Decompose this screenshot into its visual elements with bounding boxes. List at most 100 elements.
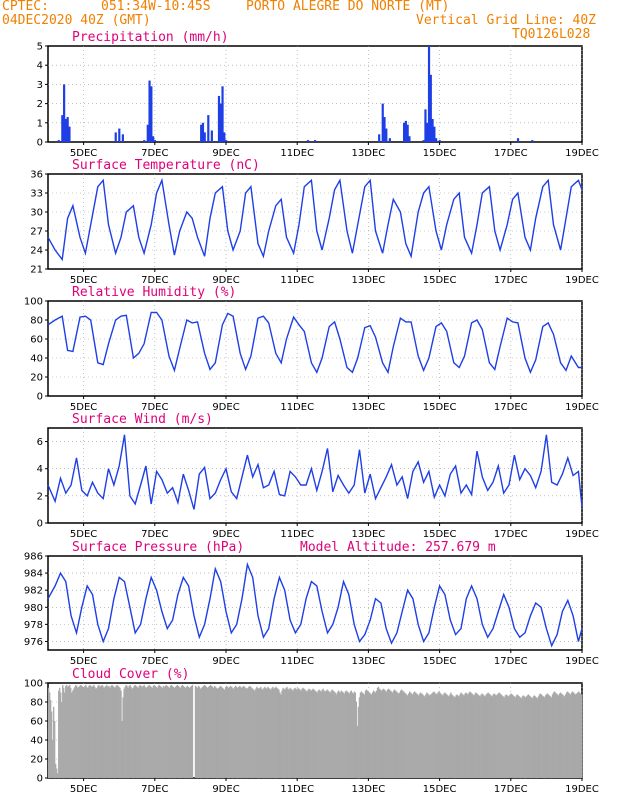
panel-title: Surface Pressure (hPa)	[72, 540, 244, 555]
header-run: 04DEC2020 40Z (GMT)	[2, 13, 151, 28]
cloud-bar	[415, 692, 417, 778]
cloud-bar	[203, 684, 206, 778]
cloud-bar	[528, 695, 531, 778]
cloud-bar	[223, 689, 226, 778]
cloud-bar	[478, 695, 480, 778]
cloud-bar	[565, 692, 568, 778]
x-tick-label: 7DEC	[141, 148, 168, 159]
cloud-bar	[272, 686, 274, 778]
x-tick-label: 7DEC	[141, 402, 168, 413]
cloud-bar	[347, 692, 349, 778]
cloud-bar	[566, 691, 569, 778]
y-tick-label: 80	[30, 316, 43, 327]
cloud-bar	[183, 686, 186, 778]
x-tick-label: 5DEC	[70, 656, 97, 667]
precip-bar	[148, 80, 151, 142]
cloud-bar	[410, 692, 412, 778]
cloud-bar	[127, 687, 129, 779]
cloud-bar	[260, 686, 262, 778]
cloud-bar	[65, 685, 67, 778]
cloud-bar	[518, 696, 520, 778]
cloud-bar	[420, 692, 422, 778]
cloud-bar	[111, 684, 113, 778]
cloud-bar	[554, 692, 557, 778]
y-tick-label: 5	[37, 42, 43, 53]
cloud-bar	[172, 686, 175, 778]
cloud-bar	[274, 687, 276, 779]
cloud-bar	[376, 687, 379, 779]
cloud-bar	[498, 692, 500, 778]
cloud-bar	[438, 691, 440, 778]
y-tick-label: 4	[37, 61, 43, 72]
x-tick-label: 5DEC	[70, 529, 97, 540]
y-tick-label: 982	[24, 586, 43, 597]
series-line	[47, 434, 583, 510]
cloud-bar	[319, 690, 321, 778]
cloud-bar	[161, 687, 163, 779]
cloud-bar	[571, 691, 574, 778]
y-tick-label: 80	[30, 698, 43, 709]
cloud-bar	[452, 695, 454, 778]
cloud-bar	[406, 694, 408, 778]
cloud-bar	[93, 684, 95, 778]
cloud-bar	[297, 687, 299, 779]
cloud-bar	[422, 694, 424, 778]
cloud-bar	[389, 690, 392, 778]
x-tick-label: 11DEC	[280, 529, 314, 540]
cloud-bar	[129, 684, 131, 778]
cloud-bar	[244, 686, 246, 778]
cloud-bar	[427, 693, 429, 778]
cloud-bar	[534, 696, 537, 778]
cloud-bar	[398, 692, 401, 778]
y-tick-label: 20	[30, 373, 43, 384]
cloud-bar	[450, 692, 452, 778]
cloud-bar	[496, 694, 498, 778]
cloud-bar	[509, 694, 511, 778]
cloud-bar	[98, 684, 100, 778]
cloud-bar	[125, 684, 127, 778]
precip-bar	[314, 140, 317, 142]
precip-bar	[210, 130, 213, 142]
cloud-bar	[334, 692, 336, 778]
cloud-bar	[401, 690, 404, 778]
cloud-bar	[568, 693, 571, 778]
cloud-bar	[430, 694, 432, 778]
cloud-bar	[97, 685, 99, 778]
cloud-bar	[309, 689, 311, 778]
cloud-bar	[69, 684, 71, 778]
x-tick-label: 17DEC	[494, 275, 528, 286]
x-tick-label: 15DEC	[423, 656, 457, 667]
x-tick-label: 13DEC	[352, 529, 386, 540]
cloud-bar	[215, 687, 218, 779]
x-tick-label: 17DEC	[494, 148, 528, 159]
precip-bar	[61, 115, 64, 142]
cloud-bar	[300, 690, 302, 778]
cloud-bar	[221, 687, 224, 779]
cloud-bar	[404, 692, 406, 778]
cloud-bar	[459, 694, 461, 778]
cloud-bar	[187, 686, 190, 778]
cloud-bar	[110, 685, 112, 778]
cloud-bar	[542, 696, 545, 778]
y-tick-label: 984	[24, 569, 43, 580]
cloud-bar	[318, 689, 320, 778]
cloud-bar	[457, 695, 459, 778]
cloud-bar	[310, 690, 312, 778]
precip-bar	[429, 74, 432, 142]
cloud-bar	[444, 692, 446, 778]
cloud-bar	[557, 695, 560, 778]
cloud-bar	[61, 702, 63, 778]
panel-frame	[47, 555, 583, 651]
x-tick-label: 17DEC	[494, 529, 528, 540]
cloud-bar	[151, 687, 153, 779]
cloud-bar	[229, 686, 231, 778]
cloud-bar	[482, 694, 484, 778]
cloud-bar	[339, 692, 341, 778]
precip-bar	[531, 140, 534, 142]
cloud-bar	[120, 690, 122, 778]
cloud-bar	[71, 692, 73, 778]
cloud-bar	[317, 690, 319, 778]
cloud-bar	[556, 694, 559, 778]
cloud-bar	[388, 689, 391, 778]
cloud-bar	[402, 691, 405, 778]
